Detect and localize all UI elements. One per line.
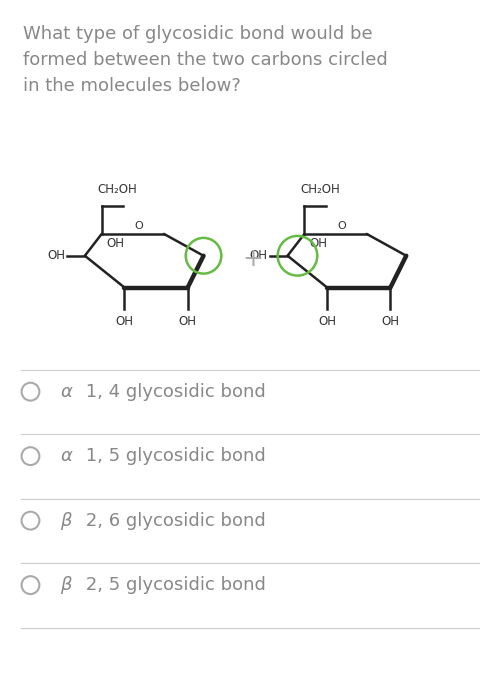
Text: What type of glycosidic bond would be
formed between the two carbons circled
in : What type of glycosidic bond would be fo… [22,25,388,95]
Text: CH₂OH: CH₂OH [300,183,340,196]
Text: +: + [242,246,264,271]
Text: O: O [337,221,346,231]
Text: OH: OH [106,237,124,251]
Text: 1, 4 glycosidic bond: 1, 4 glycosidic bond [80,383,266,400]
Text: OH: OH [382,315,400,328]
Text: α: α [60,383,72,400]
Text: OH: OH [178,315,196,328]
Text: OH: OH [116,315,134,328]
Text: β: β [60,512,72,530]
Text: OH: OH [318,315,336,328]
Text: 2, 6 glycosidic bond: 2, 6 glycosidic bond [80,512,266,530]
Text: O: O [134,221,143,231]
Text: α: α [60,447,72,466]
Text: OH: OH [250,249,268,262]
Text: 2, 5 glycosidic bond: 2, 5 glycosidic bond [80,576,266,594]
Text: CH₂OH: CH₂OH [98,183,138,196]
Text: β: β [60,576,72,594]
Text: OH: OH [47,249,65,262]
Text: 1, 5 glycosidic bond: 1, 5 glycosidic bond [80,447,266,466]
Text: OH: OH [310,237,328,251]
